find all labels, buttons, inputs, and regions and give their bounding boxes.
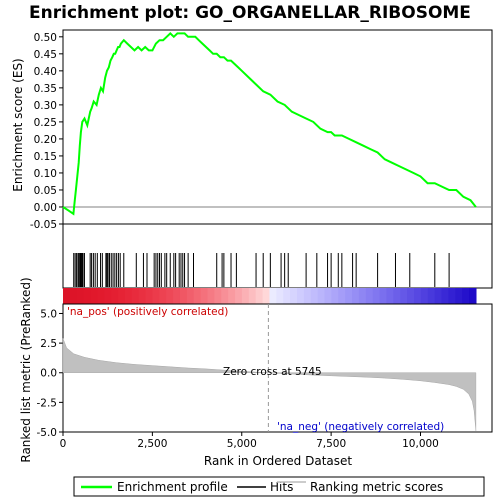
colorbar-segment bbox=[111, 288, 118, 304]
svg-text:Ranking metric scores: Ranking metric scores bbox=[310, 480, 443, 494]
es-tick-label: 0.15 bbox=[34, 151, 57, 163]
metric-tick-label: 2.5 bbox=[40, 338, 57, 350]
colorbar-segment bbox=[400, 288, 407, 304]
colorbar-segment bbox=[104, 288, 111, 304]
colorbar-segment bbox=[297, 288, 304, 304]
colorbar-segment bbox=[256, 288, 263, 304]
colorbar-segment bbox=[84, 288, 91, 304]
colorbar-segment bbox=[63, 288, 70, 304]
colorbar-segment bbox=[173, 288, 180, 304]
colorbar-segment bbox=[428, 288, 435, 304]
colorbar-segment bbox=[407, 288, 414, 304]
colorbar-segment bbox=[455, 288, 462, 304]
pos-label: 'na_pos' (positively correlated) bbox=[67, 306, 228, 318]
colorbar-segment bbox=[352, 288, 359, 304]
es-tick-label: 0.50 bbox=[34, 32, 57, 44]
colorbar-segment bbox=[70, 288, 77, 304]
colorbar-segment bbox=[318, 288, 325, 304]
colorbar-segment bbox=[435, 288, 442, 304]
colorbar-segment bbox=[442, 288, 449, 304]
zero-cross-label: Zero cross at 5745 bbox=[223, 366, 322, 378]
colorbar-segment bbox=[221, 288, 228, 304]
colorbar-segment bbox=[91, 288, 98, 304]
colorbar-segment bbox=[166, 288, 173, 304]
colorbar-segment bbox=[132, 288, 139, 304]
colorbar-segment bbox=[194, 288, 201, 304]
metric-tick-label: 0.0 bbox=[40, 368, 57, 380]
colorbar-segment bbox=[159, 288, 166, 304]
colorbar-segment bbox=[304, 288, 311, 304]
metric-y-axis-label: Ranked list metric (PreRanked) bbox=[19, 277, 33, 462]
x-axis-ticks: 0 2,500 5,000 7,500 10,000 bbox=[60, 432, 439, 450]
colorbar-segment bbox=[214, 288, 221, 304]
colorbar-segment bbox=[235, 288, 242, 304]
es-tick-label: 0.05 bbox=[34, 185, 57, 197]
es-tick-label: 0.00 bbox=[34, 202, 57, 214]
x-tick-label: 0 bbox=[60, 438, 67, 450]
colorbar-segment bbox=[228, 288, 235, 304]
es-y-ticks: -0.05 0.00 0.05 0.10 0.15 0.20 0.25 0.30 0.35 0.4… bbox=[30, 32, 63, 231]
colorbar-segment bbox=[380, 288, 387, 304]
colorbar-segment bbox=[469, 288, 476, 304]
metric-tick-label: -5.0 bbox=[37, 427, 58, 439]
colorbar-segment bbox=[242, 288, 249, 304]
colorbar-segment bbox=[187, 288, 194, 304]
colorbar-segment bbox=[290, 288, 297, 304]
es-tick-label: 0.30 bbox=[34, 100, 57, 112]
colorbar-segment bbox=[414, 288, 421, 304]
x-tick-label: 2,500 bbox=[137, 438, 167, 450]
colorbar-segment bbox=[276, 288, 283, 304]
es-tick-label: -0.05 bbox=[30, 219, 57, 231]
colorbar-segment bbox=[366, 288, 373, 304]
x-tick-label: 5,000 bbox=[227, 438, 257, 450]
colorbar-segment bbox=[146, 288, 153, 304]
colorbar-segment bbox=[373, 288, 380, 304]
colorbar-segment bbox=[263, 288, 270, 304]
colorbar-segment bbox=[180, 288, 187, 304]
colorbar-segment bbox=[201, 288, 208, 304]
colorbar-segment bbox=[311, 288, 318, 304]
es-tick-label: 0.20 bbox=[34, 134, 57, 146]
colorbar-segment bbox=[283, 288, 290, 304]
colorbar-segment bbox=[345, 288, 352, 304]
es-tick-label: 0.35 bbox=[34, 83, 57, 95]
metric-y-ticks: -5.0 -2.5 0.0 2.5 5.0 bbox=[37, 308, 64, 439]
es-tick-label: 0.25 bbox=[34, 117, 57, 129]
colorbar-segment bbox=[338, 288, 345, 304]
es-y-axis-label: Enrichment score (ES) bbox=[11, 58, 25, 191]
colorbar-segment bbox=[208, 288, 215, 304]
neg-label: 'na_neg' (negatively correlated) bbox=[277, 421, 444, 433]
metric-tick-label: -2.5 bbox=[37, 397, 58, 409]
colorbar-segment bbox=[359, 288, 366, 304]
colorbar-segment bbox=[125, 288, 132, 304]
colorbar-segment bbox=[249, 288, 256, 304]
svg-text:Enrichment profile: Enrichment profile bbox=[117, 480, 228, 494]
metric-tick-label: 5.0 bbox=[40, 308, 57, 320]
es-panel-frame bbox=[63, 30, 492, 224]
rank-colorbar bbox=[63, 288, 477, 304]
colorbar-segment bbox=[448, 288, 455, 304]
colorbar-segment bbox=[393, 288, 400, 304]
x-tick-label: 7,500 bbox=[316, 438, 346, 450]
colorbar-segment bbox=[325, 288, 332, 304]
colorbar-segment bbox=[139, 288, 146, 304]
colorbar-segment bbox=[462, 288, 469, 304]
chart-title: Enrichment plot: GO_ORGANELLAR_RIBOSOME bbox=[29, 3, 471, 23]
colorbar-segment bbox=[269, 288, 276, 304]
es-tick-label: 0.40 bbox=[34, 66, 57, 78]
colorbar-segment bbox=[97, 288, 104, 304]
es-tick-label: 0.10 bbox=[34, 168, 57, 180]
colorbar-segment bbox=[386, 288, 393, 304]
x-axis-label: Rank in Ordered Dataset bbox=[204, 454, 352, 468]
colorbar-segment bbox=[421, 288, 428, 304]
colorbar-segment bbox=[118, 288, 125, 304]
colorbar-segment bbox=[77, 288, 84, 304]
colorbar-segment bbox=[152, 288, 159, 304]
colorbar-segment bbox=[331, 288, 338, 304]
x-tick-label: 10,000 bbox=[402, 438, 439, 450]
hits-panel-frame bbox=[63, 224, 492, 288]
es-tick-label: 0.45 bbox=[34, 49, 57, 61]
